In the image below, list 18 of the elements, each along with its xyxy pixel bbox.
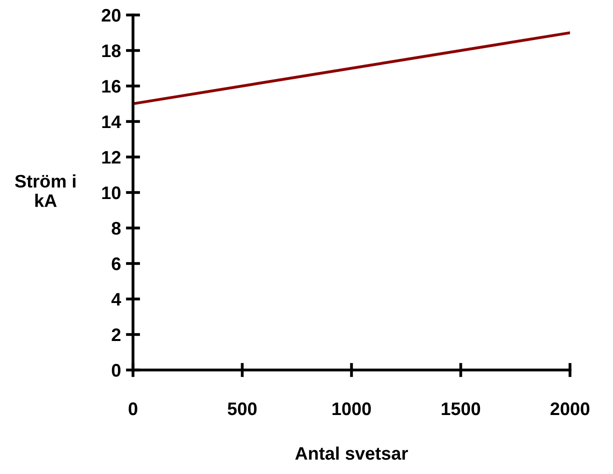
x-tick-label: 2000 <box>550 402 590 416</box>
y-tick-label: 0 <box>112 364 120 377</box>
x-tick-label: 500 <box>228 402 257 416</box>
y-tick-label: 2 <box>112 328 120 342</box>
x-tick-label: 0 <box>128 402 138 416</box>
y-tick-label: 12 <box>102 150 120 164</box>
y-tick-label: 10 <box>102 186 120 200</box>
y-tick-label: 14 <box>102 116 122 128</box>
y-tick-label: 16 <box>102 80 121 93</box>
y-axis-title: Ström i kA <box>15 174 76 207</box>
x-tick-label: 1500 <box>442 402 480 416</box>
y-tick-label: 18 <box>102 44 121 58</box>
x-tick-label: 1000 <box>332 402 371 416</box>
y-tick-label: 4 <box>111 293 122 306</box>
y-tick-label: 8 <box>112 222 121 235</box>
x-axis-title: Antal svetsar <box>295 446 408 460</box>
y-tick-label: 20 <box>102 8 120 22</box>
y-tick-label: 6 <box>112 257 121 270</box>
